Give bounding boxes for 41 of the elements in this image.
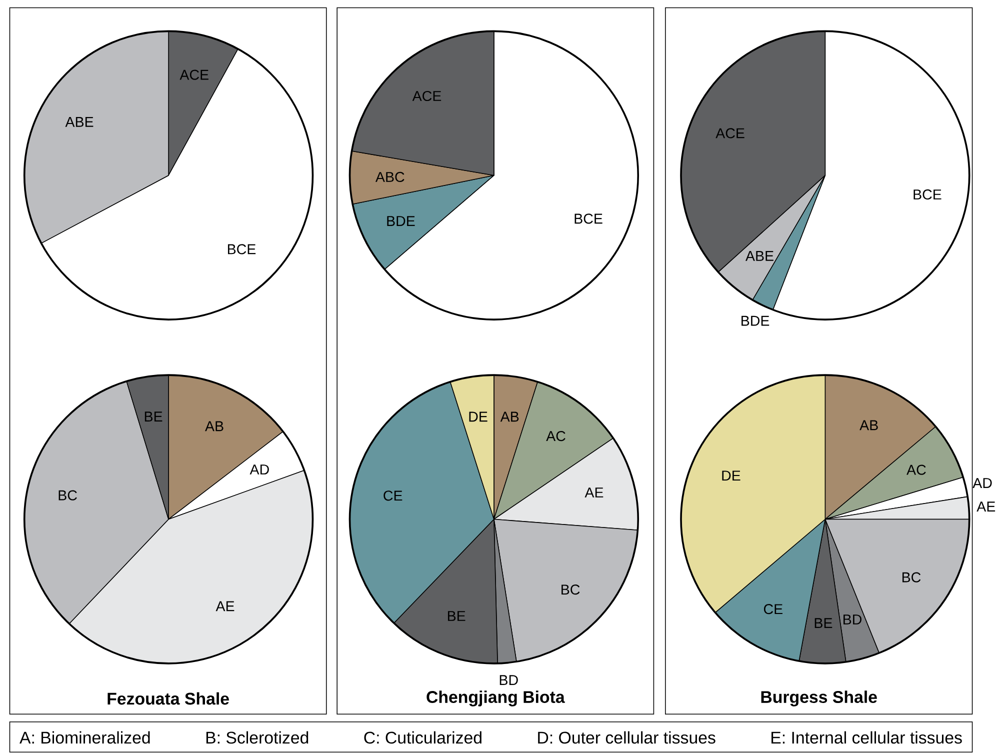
- text: Fezouata Shale: [108, 692, 229, 705]
- text: Chengjiang Biota: [426, 690, 565, 706]
- slice-label: AE: [216, 601, 234, 612]
- slice-label: BE: [814, 618, 832, 628]
- slice-label: BDE: [742, 316, 770, 326]
- text: B: Sclerotized: [206, 731, 308, 744]
- slice-label: AD: [972, 478, 992, 488]
- slice-label: DE: [469, 412, 488, 422]
- slice-label: AB: [205, 421, 224, 432]
- slice-label: AE: [584, 488, 604, 498]
- text: E: Internal cellular tissues: [772, 731, 962, 744]
- text: C: Cuticularized: [364, 731, 482, 744]
- slice-label: BC: [902, 572, 921, 582]
- slice-label: ABE: [745, 251, 774, 261]
- slice-label: CE: [384, 490, 402, 501]
- text: D: Outer cellular tissues: [538, 731, 716, 744]
- slice-label: AE: [976, 502, 996, 512]
- slice-label: ACE: [716, 128, 744, 138]
- slice-label: CE: [764, 604, 782, 614]
- slice-label: BD: [844, 614, 862, 624]
- slice-label: AC: [546, 430, 566, 442]
- text: A: Biomineralized: [20, 731, 150, 744]
- slice-label: AD: [250, 464, 269, 474]
- slice-label: BCE: [228, 244, 256, 254]
- slice-label: ACE: [412, 90, 442, 102]
- slice-label: BC: [562, 584, 580, 595]
- slice-label: ACE: [180, 70, 208, 80]
- slice-label: BCE: [914, 189, 942, 200]
- text: Burgess Shale: [761, 690, 877, 706]
- slice-label: BC: [58, 490, 77, 500]
- slice-label: ABC: [375, 172, 404, 182]
- slice-label: BD: [500, 675, 518, 685]
- slice-label: AB: [860, 420, 878, 430]
- slice-label: BE: [448, 611, 466, 621]
- slice-label: ABE: [65, 117, 94, 127]
- slice-label: BCE: [574, 214, 602, 224]
- slice-label: BE: [144, 412, 162, 422]
- slice-label: DE: [722, 470, 740, 481]
- slice-label: AC: [906, 464, 926, 475]
- slice-label: BDE: [387, 216, 415, 226]
- slice-label: AB: [500, 412, 519, 422]
